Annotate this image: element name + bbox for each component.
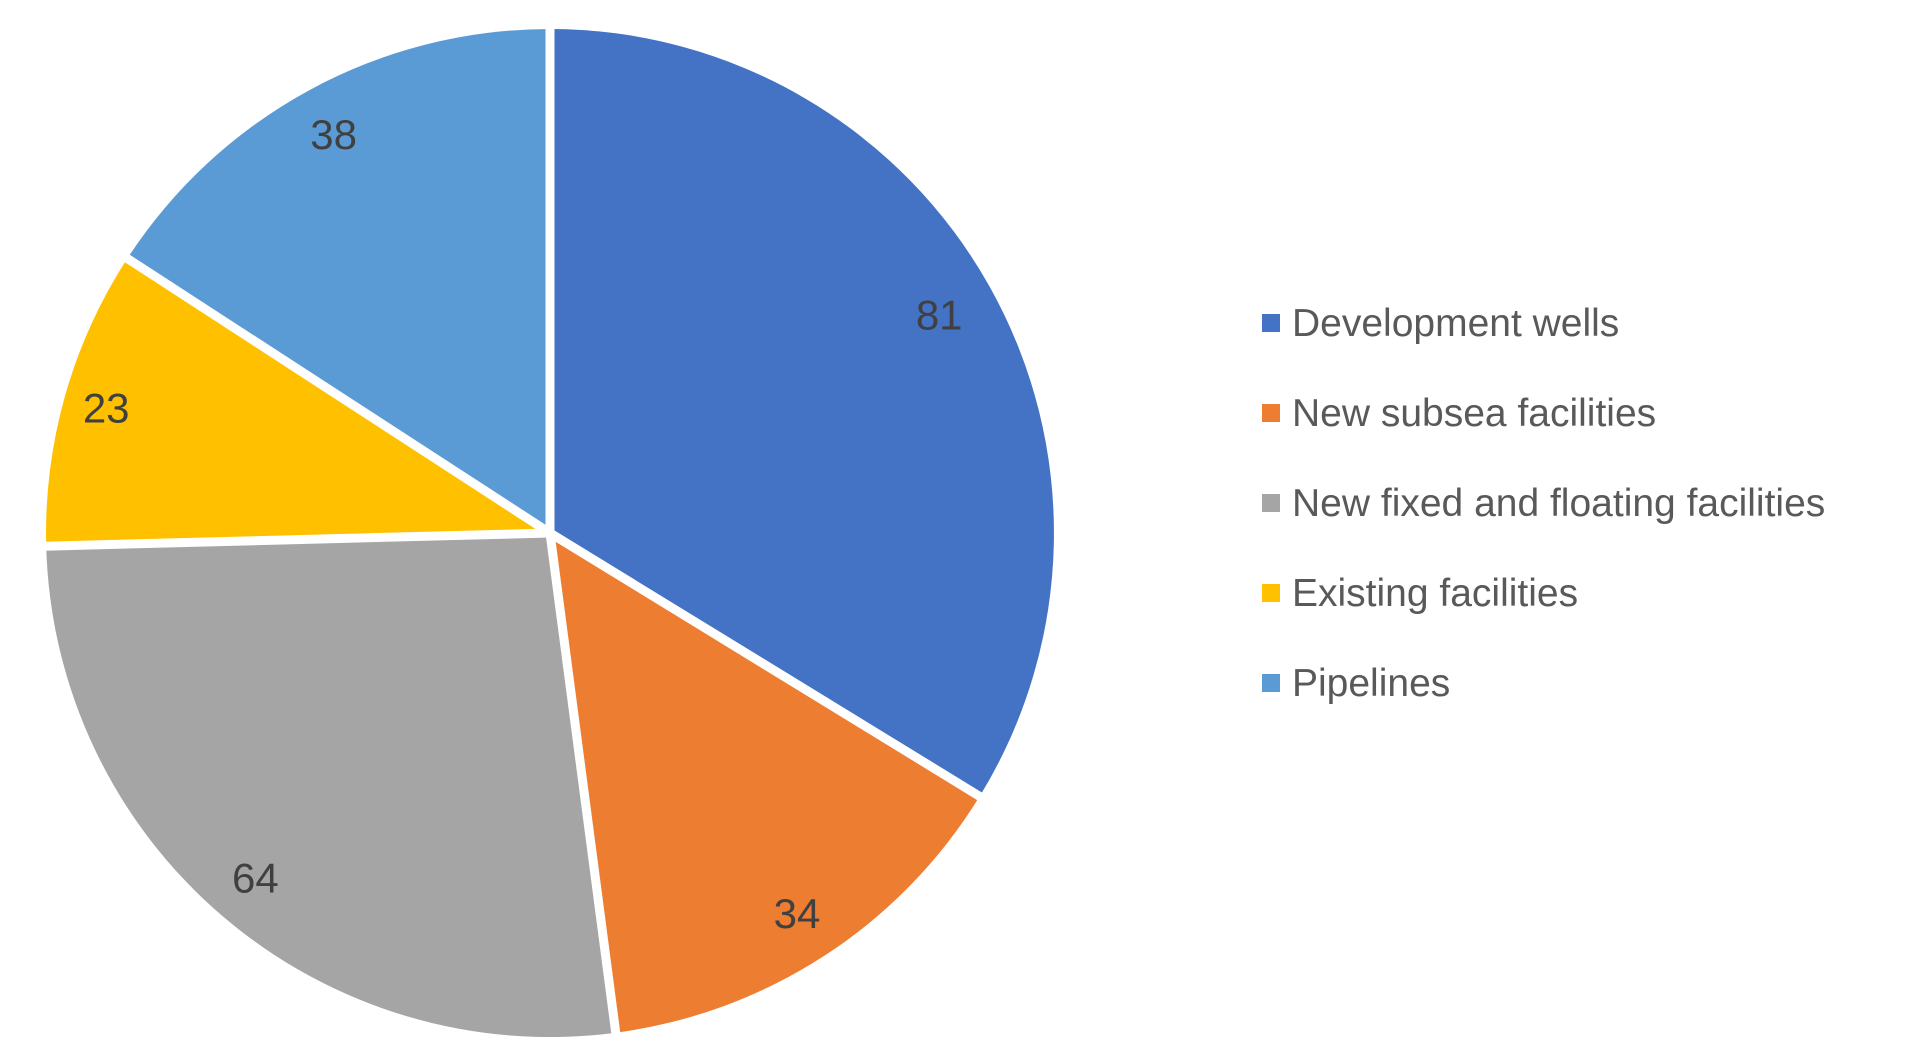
legend-swatch-development-wells bbox=[1262, 314, 1280, 332]
pie-slice-3 bbox=[46, 258, 550, 547]
pie-slice-1 bbox=[550, 533, 980, 1033]
legend-swatch-new-subsea-facilities bbox=[1262, 404, 1280, 422]
slice-separator bbox=[44, 528, 551, 551]
pie-slice-value-label-3: 23 bbox=[83, 384, 130, 431]
pie-slice-2 bbox=[46, 533, 616, 1038]
pie-slice-4 bbox=[127, 28, 551, 534]
legend-label: New subsea facilities bbox=[1292, 391, 1657, 435]
legend-label: Development wells bbox=[1292, 301, 1620, 345]
legend-item-existing-facilities: Existing facilities bbox=[1262, 548, 1825, 638]
chart-legend: Development wells New subsea facilities … bbox=[1262, 278, 1825, 728]
pie-slice-value-label-0: 81 bbox=[916, 292, 963, 339]
legend-item-development-wells: Development wells bbox=[1262, 278, 1825, 368]
legend-label: Pipelines bbox=[1292, 661, 1451, 705]
pie-slice-value-label-2: 64 bbox=[232, 854, 279, 901]
legend-item-new-fixed-and-floating-facilities: New fixed and floating facilities bbox=[1262, 458, 1825, 548]
legend-swatch-existing-facilities bbox=[1262, 584, 1280, 602]
slice-separator bbox=[547, 529, 984, 802]
legend-item-new-subsea-facilities: New subsea facilities bbox=[1262, 368, 1825, 458]
legend-swatch-pipelines bbox=[1262, 674, 1280, 692]
pie-slice-value-label-4: 38 bbox=[310, 111, 357, 158]
legend-label: Existing facilities bbox=[1292, 571, 1579, 615]
slice-separator bbox=[545, 532, 621, 1036]
pie-slice-0 bbox=[550, 29, 1054, 797]
slice-separator bbox=[123, 253, 553, 537]
legend-label: New fixed and floating facilities bbox=[1292, 481, 1826, 525]
legend-swatch-new-fixed-and-floating-facilities bbox=[1262, 494, 1280, 512]
pie-slice-value-label-1: 34 bbox=[774, 890, 821, 937]
legend-item-pipelines: Pipelines bbox=[1262, 638, 1825, 728]
